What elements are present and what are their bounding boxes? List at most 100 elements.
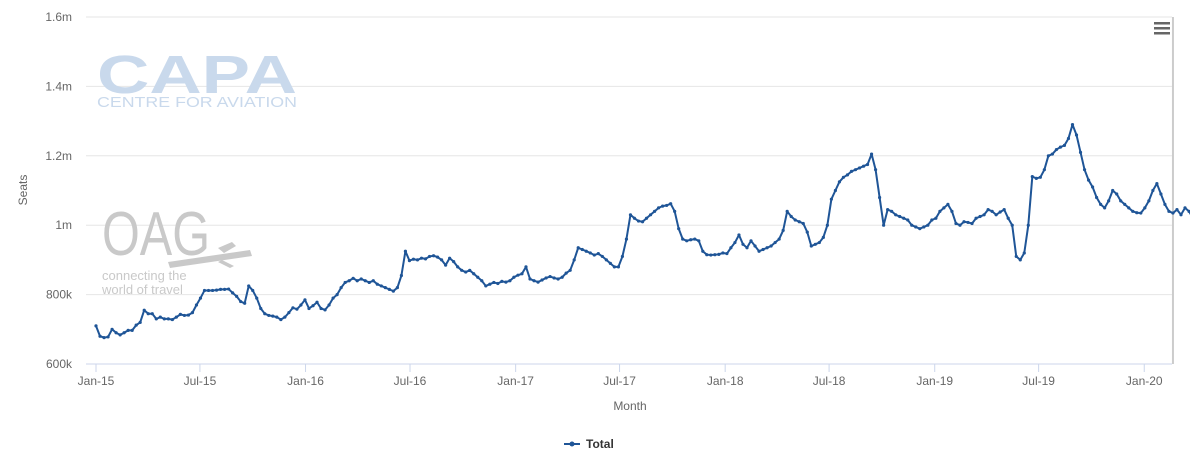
data-point <box>1099 202 1103 206</box>
data-point <box>765 246 769 250</box>
data-point <box>572 258 576 262</box>
oag-tagline-line-1: connecting the <box>102 268 187 283</box>
data-point <box>902 216 906 220</box>
data-point <box>524 265 528 269</box>
data-point <box>303 298 307 302</box>
data-point <box>222 287 227 291</box>
data-point <box>468 268 472 272</box>
y-tick-label: 1.2m <box>45 149 72 163</box>
x-tick-label: Jan-18 <box>707 374 744 388</box>
data-point <box>725 252 729 256</box>
data-point <box>761 247 765 252</box>
data-point <box>548 274 552 279</box>
data-point <box>1062 143 1067 147</box>
data-point <box>1187 209 1190 213</box>
data-point <box>279 317 283 322</box>
data-point <box>403 249 408 253</box>
data-point <box>966 220 970 225</box>
data-point <box>263 312 267 316</box>
data-point <box>797 220 801 224</box>
data-point <box>713 253 717 257</box>
capa-logo-text: CAPA <box>97 45 297 105</box>
data-point <box>150 312 154 316</box>
data-point <box>291 306 295 310</box>
data-point <box>114 331 118 335</box>
oag-watermark: OAG connecting the world of travel <box>101 200 252 297</box>
data-point <box>343 280 347 285</box>
data-point <box>656 206 661 210</box>
data-point <box>596 252 600 256</box>
data-point <box>600 254 604 259</box>
data-point <box>444 263 448 267</box>
data-point <box>516 273 520 277</box>
data-point <box>323 308 327 312</box>
data-point <box>1147 199 1151 203</box>
data-point <box>644 216 649 220</box>
legend-item-total[interactable]: Total <box>586 437 614 451</box>
data-point <box>1171 211 1175 215</box>
data-point <box>158 315 162 319</box>
data-point <box>861 164 866 168</box>
legend[interactable]: Total <box>564 437 614 451</box>
data-point <box>520 272 524 276</box>
data-point <box>886 207 890 212</box>
data-point <box>733 240 737 245</box>
data-point <box>299 303 303 307</box>
data-point <box>673 209 677 213</box>
data-point <box>319 306 323 311</box>
data-point <box>423 257 428 261</box>
data-point <box>1103 206 1107 210</box>
data-point <box>753 244 757 248</box>
y-axis-title: Seats <box>16 175 30 206</box>
data-point <box>492 280 496 285</box>
data-point <box>512 275 516 279</box>
data-point <box>1159 192 1163 196</box>
data-point <box>484 284 488 288</box>
data-point <box>1058 145 1063 149</box>
data-point <box>954 221 958 226</box>
data-point <box>1179 213 1183 217</box>
data-point <box>865 162 870 167</box>
hamburger-menu-icon[interactable] <box>1150 18 1174 38</box>
data-point <box>435 255 440 259</box>
x-tick-label: Jan-20 <box>1126 374 1163 388</box>
data-point <box>186 313 191 317</box>
data-point <box>1167 209 1171 213</box>
data-point <box>898 214 902 219</box>
data-point <box>910 223 914 227</box>
data-point <box>295 307 299 311</box>
data-point <box>749 239 753 243</box>
data-point <box>946 202 950 206</box>
data-point <box>681 237 685 241</box>
data-point <box>990 209 994 213</box>
data-point <box>689 238 693 242</box>
data-point <box>584 249 588 253</box>
data-point <box>934 216 938 220</box>
data-point <box>371 279 375 283</box>
data-point <box>1119 199 1123 203</box>
data-point <box>231 291 235 295</box>
data-point <box>785 209 789 213</box>
data-point <box>110 327 114 331</box>
data-point <box>620 254 625 259</box>
data-point <box>544 276 548 280</box>
data-point <box>757 249 761 253</box>
oag-logo-text: OAG <box>102 200 210 269</box>
data-point <box>464 270 468 274</box>
data-point <box>146 312 150 316</box>
data-point <box>769 244 773 248</box>
data-point <box>737 233 741 237</box>
x-tick-label: Jul-19 <box>1022 374 1055 388</box>
data-point <box>817 240 821 245</box>
data-point <box>540 278 544 282</box>
data-point <box>1030 175 1034 179</box>
data-point <box>528 277 532 281</box>
data-point <box>460 268 464 272</box>
data-point <box>536 280 540 284</box>
data-point <box>239 299 243 304</box>
data-point <box>1018 258 1022 262</box>
data-point <box>930 218 934 222</box>
data-point <box>801 221 805 226</box>
data-point <box>476 275 480 279</box>
data-point <box>693 237 697 241</box>
